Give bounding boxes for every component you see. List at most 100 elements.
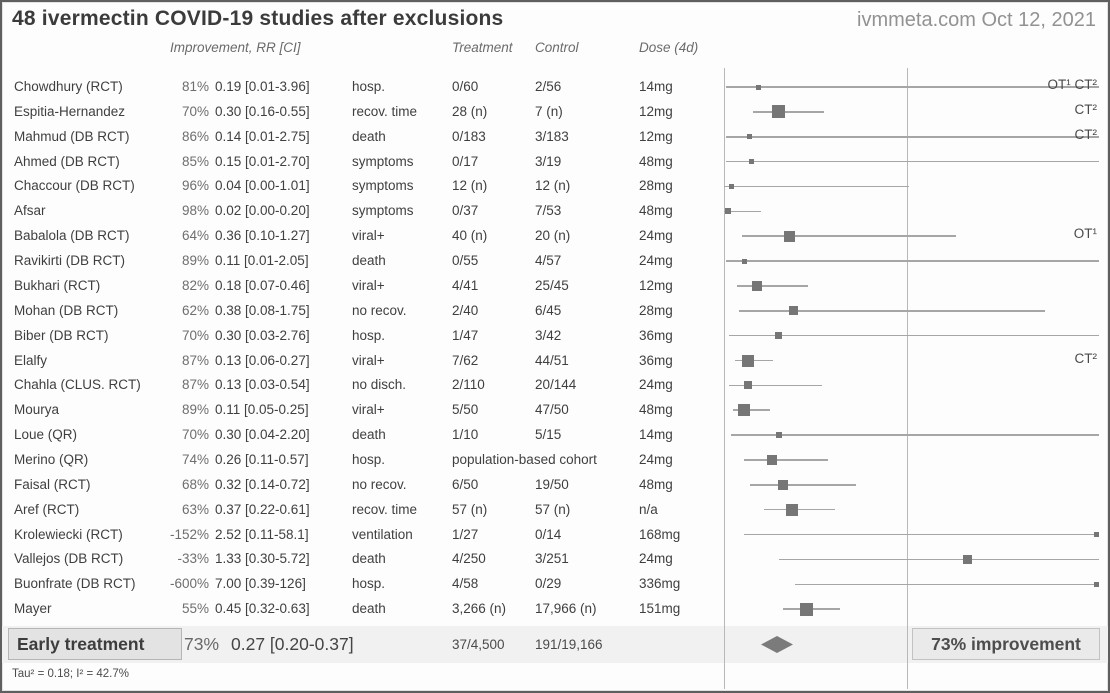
control-value: 57 (n) (535, 501, 571, 517)
ci-line (726, 86, 1099, 88)
control-value: 0/14 (535, 526, 562, 542)
treatment-value: 7/62 (452, 352, 479, 368)
improvement-value: 86% (181, 128, 209, 144)
treatment-value: population-based cohort (452, 451, 597, 467)
study-name: Mayer (14, 601, 52, 617)
rr-ci-value: 0.04 [0.00-1.01] (215, 178, 310, 194)
control-value: 3/251 (535, 551, 569, 567)
study-name: Loue (QR) (14, 427, 78, 442)
rr-ci-value: 0.14 [0.01-2.75] (215, 128, 310, 144)
dose-value: 336mg (639, 576, 681, 592)
control-value: 17,966 (n) (535, 601, 597, 617)
column-header-treatment: Treatment (452, 40, 513, 55)
dose-value: 24mg (639, 253, 673, 268)
treatment-value: 6/50 (452, 476, 479, 492)
study-name: Biber (DB RCT) (14, 327, 109, 343)
summary-rr-ci: 0.27 [0.20-0.37] (231, 634, 354, 654)
control-value: 12 (n) (535, 178, 571, 194)
summary-improvement: 73% (184, 634, 220, 654)
treatment-value: 0/60 (452, 79, 479, 94)
control-value: 7 (n) (535, 103, 563, 119)
dose-value: 24mg (639, 377, 673, 393)
control-value: 2/56 (535, 79, 562, 94)
dose-value: 12mg (639, 103, 673, 119)
ci-line (726, 136, 1099, 138)
outcome-label: hosp. (352, 327, 386, 343)
rr-ci-value: 0.37 [0.22-0.61] (215, 501, 310, 517)
treatment-value: 3,266 (n) (452, 601, 507, 617)
ci-line (764, 508, 835, 511)
control-value: 20/144 (535, 377, 577, 393)
dose-value: 36mg (639, 327, 673, 343)
outcome-label: viral+ (352, 352, 385, 368)
ci-line (726, 160, 1099, 163)
improvement-value: 55% (181, 601, 209, 617)
improvement-value: -600% (169, 576, 209, 592)
improvement-value: 82% (181, 277, 209, 293)
dose-value: 28mg (639, 178, 673, 194)
study-name: Elalfy (14, 352, 48, 368)
rr-point-marker (786, 503, 798, 516)
rr-point-marker (778, 479, 788, 490)
treatment-value: 0/17 (452, 153, 479, 169)
study-name: Ravikirti (DB RCT) (14, 253, 125, 268)
rr-ci-value: 0.18 [0.07-0.46] (215, 277, 310, 293)
ci-line (726, 260, 1099, 262)
rr-point-marker (775, 332, 782, 340)
rr-ci-value: 0.30 [0.04-2.20] (215, 427, 310, 442)
outcome-label: ventilation (352, 526, 413, 542)
rr-point-marker (772, 105, 785, 119)
study-note: OT¹ (1073, 226, 1097, 242)
ci-line (742, 235, 956, 237)
study-name: Mohan (DB RCT) (14, 302, 119, 318)
ci-line (724, 210, 761, 213)
outcome-label: hosp. (352, 451, 386, 467)
column-header-control: Control (535, 40, 579, 55)
ci-line (795, 583, 1099, 585)
study-name: Faisal (RCT) (14, 476, 91, 492)
study-name: Chowdhury (RCT) (14, 79, 123, 94)
rr-ci-value: 0.11 [0.01-2.05] (215, 253, 309, 268)
dose-value: 24mg (639, 451, 673, 467)
rr-ci-value: 2.52 [0.11-58.1] (215, 526, 309, 542)
dose-value: 168mg (639, 526, 681, 542)
rr-point-marker (752, 280, 762, 291)
dose-value: 12mg (639, 128, 673, 144)
dose-value: 48mg (639, 402, 673, 418)
rr-ci-value: 1.33 [0.30-5.72] (215, 551, 310, 567)
summary-diamond-marker (761, 636, 793, 653)
study-name: Bukhari (RCT) (14, 277, 101, 293)
control-value: 5/15 (535, 427, 562, 442)
rr-point-marker (747, 134, 752, 140)
summary-control: 191/19,166 (535, 637, 603, 652)
outcome-label: viral+ (352, 228, 385, 244)
page-title: 48 ivermectin COVID-19 studies after exc… (12, 7, 504, 30)
improvement-value: 81% (181, 79, 209, 94)
plot-left-axis-line (724, 68, 725, 689)
treatment-value: 2/40 (452, 302, 479, 318)
outcome-label: symptoms (352, 178, 414, 194)
treatment-value: 4/250 (452, 551, 486, 567)
control-value: 3/19 (535, 153, 562, 169)
outcome-label: recov. time (352, 103, 418, 119)
rr-ci-value: 7.00 [0.39-126] (215, 576, 306, 592)
outcome-label: no disch. (352, 377, 407, 393)
study-note: CT² (1074, 350, 1098, 366)
study-name: Chaccour (DB RCT) (14, 178, 135, 194)
dose-value: 24mg (639, 551, 673, 567)
dose-value: n/a (639, 501, 658, 517)
rr-ci-value: 0.13 [0.06-0.27] (215, 352, 310, 368)
improvement-value: 70% (181, 103, 209, 119)
rr-ci-value: 0.30 [0.16-0.55] (215, 103, 310, 119)
dose-value: 14mg (639, 79, 673, 94)
rr-point-marker (1094, 581, 1099, 587)
dose-value: 14mg (639, 427, 673, 442)
control-value: 3/183 (535, 128, 569, 144)
study-name: Ahmed (DB RCT) (14, 153, 120, 169)
outcome-label: symptoms (352, 153, 414, 169)
control-value: 7/53 (535, 203, 562, 219)
rr-ci-value: 0.19 [0.01-3.96] (215, 79, 310, 94)
ci-line (737, 285, 808, 287)
improvement-value: 63% (181, 501, 209, 517)
